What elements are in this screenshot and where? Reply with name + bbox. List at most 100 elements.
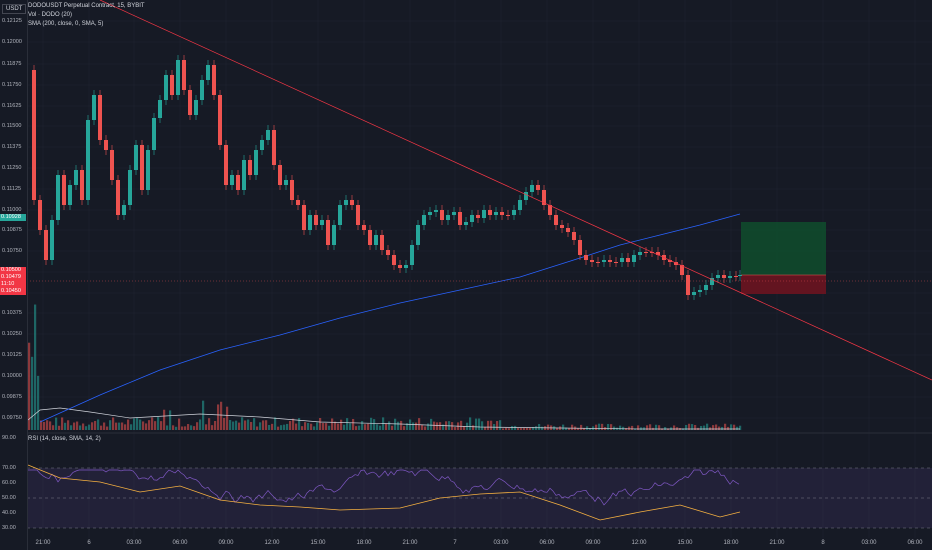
candle-body	[416, 225, 420, 245]
candle-body	[194, 100, 198, 115]
volume-bar	[91, 422, 94, 430]
time-tick-label: 12:00	[264, 540, 280, 546]
rsi-tick-label: 50.00	[2, 495, 16, 501]
volume-bar	[436, 422, 439, 430]
volume-bar	[121, 422, 124, 430]
candle-body	[176, 60, 180, 95]
volume-bar	[706, 423, 709, 430]
candle-body	[374, 235, 378, 245]
candle-body	[560, 225, 564, 228]
volume-bar	[385, 423, 388, 430]
volume-bar	[664, 427, 667, 430]
volume-bar	[220, 401, 223, 430]
volume-bar	[502, 428, 505, 430]
candle-body	[116, 180, 120, 215]
candle-body	[584, 255, 588, 260]
candle-body	[362, 225, 366, 230]
candle-body	[278, 165, 282, 185]
candle-body	[446, 215, 450, 220]
volume-bar	[58, 425, 61, 430]
candle-body	[44, 230, 48, 260]
rsi-tick-label: 70.00	[2, 465, 16, 471]
sma-legend[interactable]: SMA (200, close, 0, SMA, 5)	[28, 21, 104, 27]
volume-legend[interactable]: Vol · DODO (20)	[28, 12, 73, 18]
time-tick-label: 6	[87, 540, 91, 546]
candle-body	[74, 170, 78, 185]
candle-body	[242, 160, 246, 190]
volume-bar	[310, 423, 313, 430]
volume-bar	[547, 424, 550, 430]
price-tick-label: 0.10000	[2, 373, 22, 379]
candle-body	[506, 215, 510, 216]
price-tick-label: 0.09875	[2, 394, 22, 400]
candle-body	[680, 265, 684, 275]
candle-body	[350, 200, 354, 205]
candle-body	[134, 145, 138, 170]
volume-bar	[730, 424, 733, 430]
volume-bar	[538, 424, 541, 430]
sma-200-line	[39, 213, 741, 423]
volume-bar	[517, 428, 520, 430]
time-tick-label: 15:00	[310, 540, 326, 546]
loss-zone[interactable]	[741, 275, 826, 294]
volume-bar	[133, 418, 136, 430]
volume-bar	[100, 425, 103, 430]
volume-bar	[127, 419, 130, 430]
candle-body	[738, 275, 742, 276]
profit-zone[interactable]	[741, 222, 826, 275]
volume-bar	[595, 424, 598, 430]
quote-currency-label[interactable]: USDT	[2, 4, 27, 14]
time-tick-label: 18:00	[356, 540, 372, 546]
grid-lines	[27, 0, 932, 538]
price-tick-label: 0.11375	[2, 144, 22, 150]
volume-bar	[103, 422, 106, 430]
volume-bar	[346, 418, 349, 430]
volume-bar	[562, 424, 565, 430]
volume-bar	[433, 421, 436, 430]
trendline[interactable]	[99, 0, 932, 381]
volume-bar	[169, 410, 172, 430]
candle-body	[692, 292, 696, 295]
candle-body	[230, 175, 234, 185]
volume-bar	[43, 422, 46, 430]
time-tick-label: 15:00	[677, 540, 693, 546]
volume-bar	[244, 420, 247, 430]
volume-bar	[295, 423, 298, 430]
volume-bar	[124, 424, 127, 430]
candle-body	[32, 70, 36, 200]
time-tick-label: 03:00	[126, 540, 142, 546]
volume-bar	[151, 417, 154, 430]
volume-bar	[343, 424, 346, 430]
time-tick-label: 21:00	[35, 540, 51, 546]
time-tick-label: 21:00	[402, 540, 418, 546]
volume-bar	[640, 427, 643, 430]
volume-bar	[373, 419, 376, 430]
volume-bar	[46, 420, 49, 430]
volume-bar	[628, 426, 631, 430]
rsi-legend[interactable]: RSI (14, close, SMA, 14, 2)	[28, 436, 101, 442]
candle-body	[500, 212, 504, 215]
volume-bar	[655, 424, 658, 430]
volume-bar	[247, 419, 250, 430]
volume-bar	[118, 422, 121, 430]
volume-bar	[505, 427, 508, 430]
candle-body	[200, 80, 204, 100]
volume-bar	[235, 420, 238, 430]
candle-body	[122, 205, 126, 215]
volume-bar	[685, 424, 688, 430]
volume-bar	[739, 425, 742, 430]
candle-body	[470, 215, 474, 222]
volume-bar	[460, 420, 463, 430]
volume-bar	[268, 424, 271, 430]
price-tick-label: 0.11125	[2, 186, 22, 192]
candle-body	[98, 95, 102, 140]
candle-body	[92, 95, 96, 120]
volume-bar	[76, 421, 79, 430]
volume-bar	[307, 422, 310, 430]
symbol-legend[interactable]: DODOUSDT Perpetual Contract, 15, BYBIT	[28, 3, 145, 9]
candle-body	[308, 215, 312, 230]
candle-body	[128, 170, 132, 205]
volume-bar	[379, 425, 382, 430]
volume-bar	[478, 418, 481, 430]
